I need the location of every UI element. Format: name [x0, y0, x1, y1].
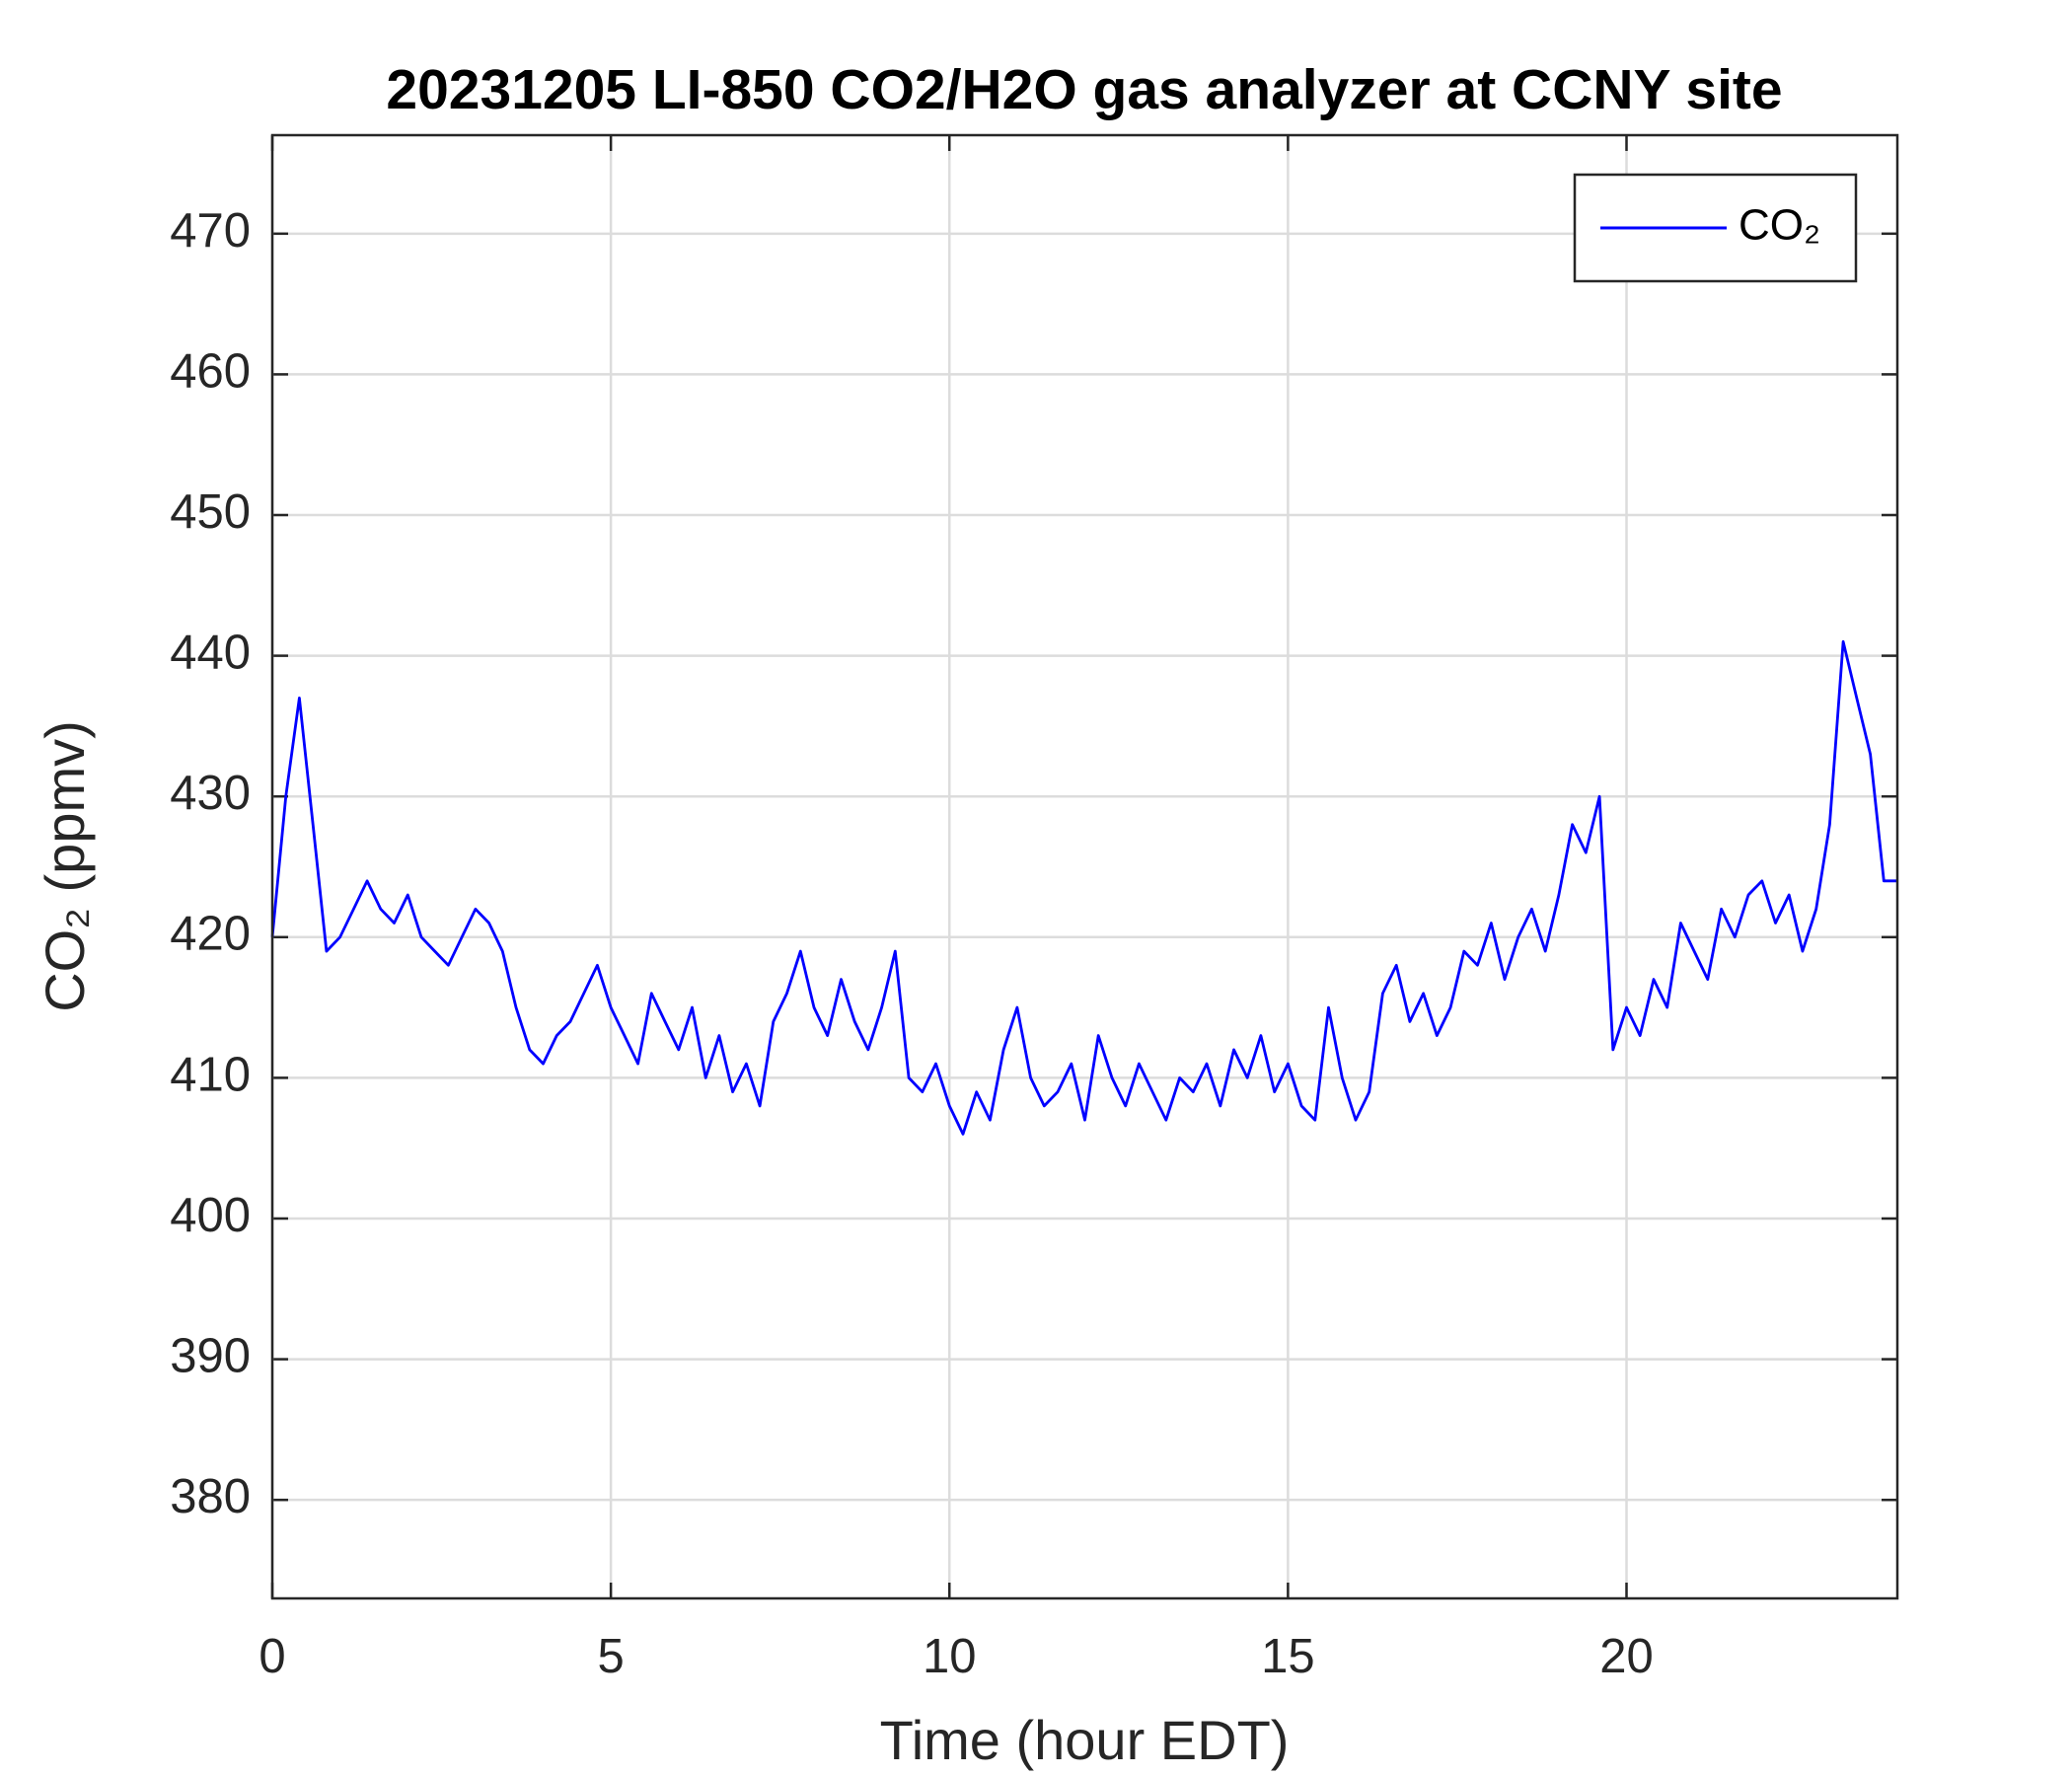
y-tick-label: 430 — [170, 767, 251, 820]
x-tick-label: 5 — [597, 1630, 624, 1683]
y-tick-label: 380 — [170, 1470, 251, 1523]
y-tick-label: 440 — [170, 627, 251, 680]
y-tick-label: 450 — [170, 485, 251, 539]
chart-title: 20231205 LI-850 CO2/H2O gas analyzer at … — [386, 58, 1782, 121]
y-axis-label: CO₂ (ppmv) — [34, 720, 96, 1012]
y-tick-label: 410 — [170, 1048, 251, 1101]
legend: CO₂ — [1573, 173, 1858, 283]
y-tick-label: 400 — [170, 1189, 251, 1242]
x-tick-label: 0 — [259, 1630, 285, 1683]
plot-area — [272, 135, 1897, 1598]
y-tick-label: 420 — [170, 908, 251, 961]
y-tick-label: 460 — [170, 344, 251, 398]
axes-box — [270, 133, 1899, 1600]
x-axis-label: Time (hour EDT) — [880, 1709, 1290, 1771]
data-line — [270, 639, 1897, 1136]
legend-label: CO₂ — [1739, 201, 1820, 250]
x-tick-label: 10 — [923, 1630, 977, 1683]
y-tick-label: 470 — [170, 204, 251, 258]
x-tick-label: 15 — [1261, 1630, 1315, 1683]
x-tick-label: 20 — [1599, 1630, 1654, 1683]
y-tick-label: 390 — [170, 1330, 251, 1383]
